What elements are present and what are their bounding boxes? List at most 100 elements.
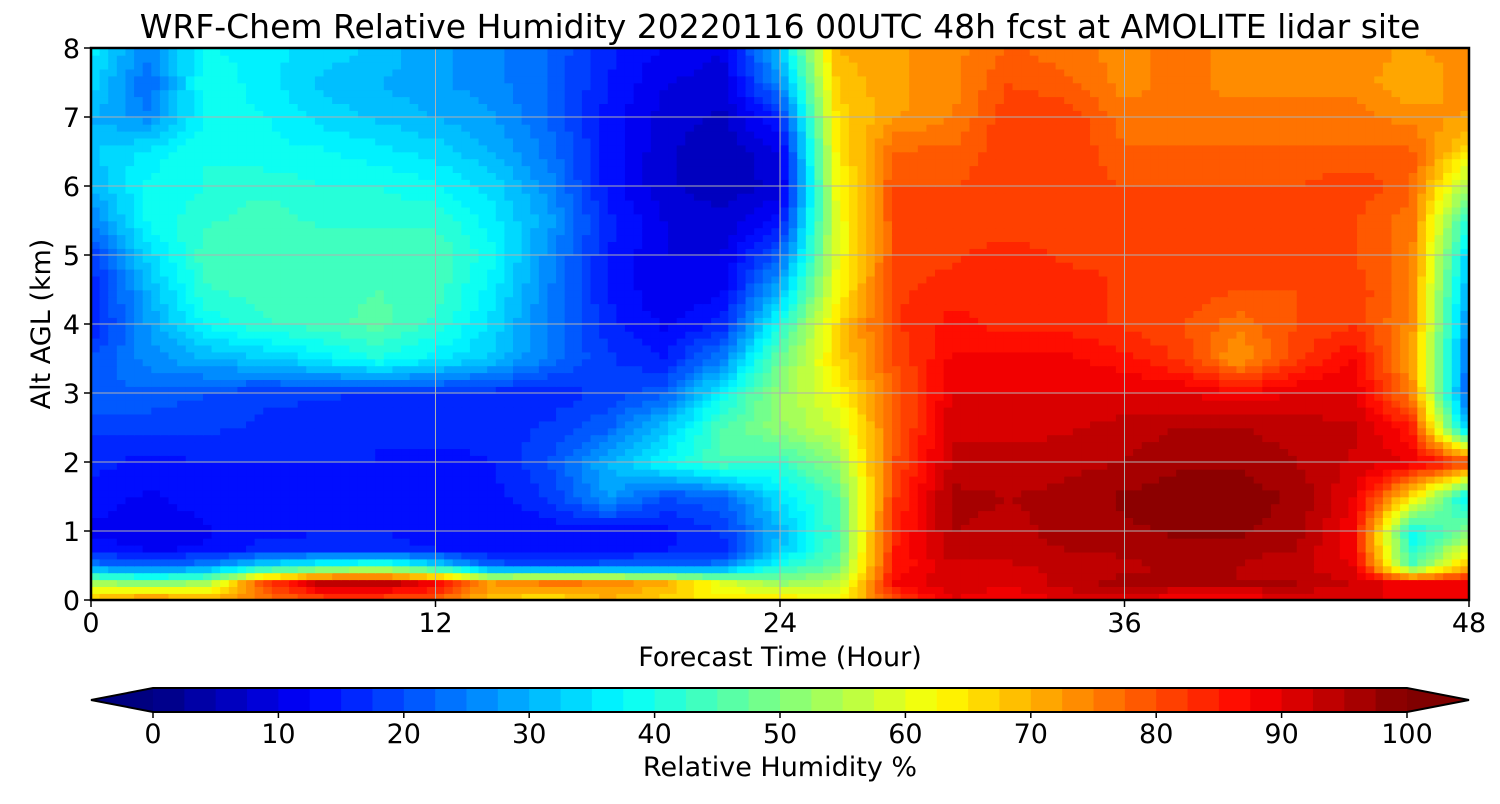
heatmap-cell — [142, 593, 153, 600]
heatmap-cell — [202, 572, 213, 581]
heatmap-cell — [349, 434, 359, 443]
heatmap-cell — [1055, 427, 1066, 436]
heatmap-cell — [1158, 434, 1169, 443]
heatmap-cell — [745, 551, 755, 560]
heatmap-cell — [375, 572, 385, 581]
heatmap-cell — [823, 482, 833, 491]
heatmap-cell — [228, 531, 239, 539]
heatmap-cell — [332, 510, 342, 518]
heatmap-cell — [1090, 489, 1100, 498]
heatmap-cell — [857, 434, 867, 443]
heatmap-cell — [1227, 586, 1238, 594]
heatmap-cell — [435, 537, 445, 546]
heatmap-cell — [478, 565, 488, 574]
heatmap-cell — [220, 531, 230, 539]
heatmap-cell — [202, 393, 213, 401]
heatmap-cell — [521, 524, 532, 532]
heatmap-cell — [883, 565, 893, 574]
heatmap-cell — [1072, 524, 1083, 532]
heatmap-cell — [461, 551, 471, 560]
heatmap-cell — [556, 586, 566, 594]
heatmap-cell — [1003, 544, 1014, 553]
heatmap-cell — [1357, 434, 1367, 443]
heatmap-cell — [1219, 503, 1229, 512]
heatmap-cell — [1055, 537, 1066, 546]
heatmap-cell — [736, 510, 747, 518]
heatmap-cell — [771, 531, 781, 539]
heatmap-cell — [1141, 441, 1152, 449]
heatmap-cell — [254, 448, 265, 456]
heatmap-cell — [495, 475, 506, 484]
heatmap-cell — [581, 551, 592, 560]
heatmap-cell — [220, 434, 230, 443]
heatmap-cell — [650, 537, 661, 546]
heatmap-cell — [1176, 455, 1186, 463]
heatmap-cell — [125, 379, 135, 387]
heatmap-cell — [349, 393, 359, 401]
heatmap-cell — [504, 406, 514, 415]
heatmap-cell — [624, 544, 635, 553]
heatmap-cell — [1434, 482, 1444, 491]
heatmap-cell — [1253, 537, 1264, 546]
heatmap-cell — [1296, 558, 1307, 567]
heatmap-cell — [1382, 420, 1393, 429]
heatmap-cell — [1270, 544, 1281, 553]
heatmap-cell — [943, 448, 954, 456]
heatmap-cell — [1443, 455, 1453, 463]
heatmap-cell — [116, 420, 127, 429]
heatmap-cell — [986, 441, 997, 449]
heatmap-cell — [237, 496, 247, 505]
heatmap-cell — [564, 420, 575, 429]
heatmap-cell — [831, 551, 842, 560]
heatmap-cell — [246, 427, 256, 436]
heatmap-cell — [960, 586, 971, 594]
heatmap-cell — [530, 441, 540, 449]
heatmap-cell — [1382, 531, 1393, 539]
heatmap-cell — [909, 393, 919, 401]
heatmap-cell — [1158, 524, 1169, 532]
heatmap-cell — [366, 441, 377, 449]
heatmap-cell — [909, 475, 919, 484]
heatmap-cell — [556, 413, 566, 422]
heatmap-cell — [1098, 503, 1109, 512]
heatmap-cell — [1245, 503, 1255, 512]
heatmap-cell — [444, 503, 454, 512]
heatmap-cell — [487, 399, 497, 408]
heatmap-cell — [857, 496, 867, 505]
heatmap-cell — [1425, 565, 1436, 574]
heatmap-cell — [719, 420, 730, 429]
heatmap-cell — [194, 468, 204, 477]
heatmap-cell — [1245, 468, 1255, 477]
heatmap-cell — [314, 441, 325, 449]
heatmap-cell — [978, 406, 988, 415]
heatmap-cell — [237, 579, 247, 587]
heatmap-cell — [211, 579, 221, 587]
heatmap-cell — [547, 537, 557, 546]
heatmap-cell — [624, 455, 635, 463]
heatmap-cell — [607, 427, 618, 436]
heatmap-cell — [805, 544, 816, 553]
heatmap-cell — [909, 434, 919, 443]
heatmap-cell — [1219, 448, 1229, 456]
heatmap-cell — [444, 448, 454, 456]
heatmap-cell — [805, 558, 816, 567]
heatmap-cell — [1262, 448, 1272, 456]
heatmap-cell — [323, 441, 333, 449]
heatmap-cell — [857, 482, 867, 491]
heatmap-cell — [685, 537, 695, 546]
heatmap-cell — [91, 537, 101, 546]
heatmap-cell — [831, 503, 842, 512]
heatmap-cell — [134, 510, 144, 518]
heatmap-cell — [426, 524, 437, 532]
heatmap-cell — [659, 455, 669, 463]
heatmap-cell — [900, 517, 910, 525]
heatmap-cell — [1115, 420, 1126, 429]
heatmap-cell — [1055, 531, 1066, 539]
heatmap-cell — [340, 399, 351, 408]
heatmap-cell — [1270, 468, 1281, 477]
heatmap-cell — [151, 441, 161, 449]
heatmap-cell — [246, 510, 256, 518]
heatmap-cell — [1288, 489, 1298, 498]
heatmap-cell — [935, 572, 945, 581]
heatmap-cell — [1141, 517, 1152, 525]
